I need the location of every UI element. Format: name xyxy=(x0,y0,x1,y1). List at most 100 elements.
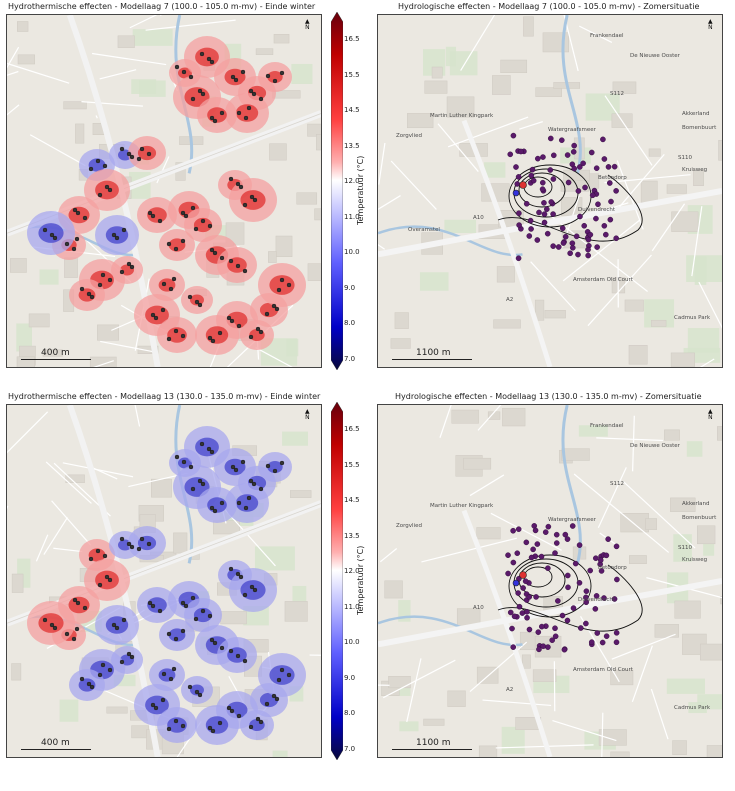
well-marker xyxy=(251,91,257,97)
map-thermal-layer7[interactable]: 400 m ▲ N xyxy=(6,14,322,368)
well-marker xyxy=(199,51,205,57)
well-marker xyxy=(532,527,539,534)
effect-contour-inner xyxy=(147,207,167,223)
well-marker xyxy=(600,136,606,143)
map-hydro-layer13[interactable]: Frankendael De Nieuwe Ooster Martin Luther… xyxy=(377,404,723,758)
well-marker xyxy=(42,617,48,623)
well-marker xyxy=(575,188,582,194)
well-marker xyxy=(193,226,199,232)
well-marker xyxy=(569,523,576,529)
well-marker xyxy=(209,247,215,253)
well-marker xyxy=(74,626,80,632)
colorbar-tick-label: 11.0 xyxy=(344,602,360,611)
well-marker xyxy=(608,198,614,205)
well-marker xyxy=(545,644,551,650)
building-block xyxy=(431,66,443,79)
well-marker xyxy=(567,250,573,257)
building-block xyxy=(674,600,701,619)
building-block xyxy=(173,532,188,554)
place-label: Amsterdam Old Court xyxy=(573,667,633,673)
building-block xyxy=(476,527,501,540)
street xyxy=(378,684,390,686)
well-marker xyxy=(613,639,620,646)
map-hydro-layer7[interactable]: Frankendael De Nieuwe Ooster Martin Luther… xyxy=(377,14,723,368)
well-marker xyxy=(541,211,548,217)
street xyxy=(145,19,236,31)
street xyxy=(378,142,386,185)
building-block xyxy=(63,101,87,110)
park-area xyxy=(687,328,720,353)
well-marker xyxy=(180,333,186,339)
well-marker xyxy=(524,614,530,621)
effect-contour-inner xyxy=(205,326,229,344)
effect-contour-inner xyxy=(267,460,283,474)
street xyxy=(622,480,696,549)
well-marker xyxy=(190,96,196,102)
street xyxy=(691,206,703,277)
well-marker xyxy=(507,151,514,158)
well-marker xyxy=(578,625,584,631)
map-thermal-layer13[interactable]: 400 m ▲ N xyxy=(6,404,322,758)
well-marker xyxy=(264,701,270,707)
building-block xyxy=(496,266,515,283)
well-marker xyxy=(100,662,106,668)
well-marker xyxy=(505,552,511,558)
place-label: S110 xyxy=(678,545,692,551)
well-marker xyxy=(540,154,546,160)
well-marker xyxy=(242,202,248,208)
panel-title: Hydrologische effecten - Modellaag 7 (10… xyxy=(398,2,700,11)
well-marker xyxy=(601,156,608,162)
well-marker xyxy=(174,454,180,460)
building-block xyxy=(544,310,566,319)
place-label: Betondorp xyxy=(598,175,627,181)
highway-a10 xyxy=(378,578,722,648)
street xyxy=(29,134,86,167)
street xyxy=(579,615,620,683)
well-marker xyxy=(114,625,120,631)
well-marker xyxy=(560,240,567,246)
well-marker xyxy=(507,609,514,616)
well-marker xyxy=(564,152,571,158)
building-block xyxy=(535,87,562,97)
building-block xyxy=(151,478,172,498)
well-marker xyxy=(119,269,125,275)
colorbar-tick-label: 15.5 xyxy=(344,70,360,79)
well-marker xyxy=(595,201,601,208)
well-marker xyxy=(243,505,249,511)
building-block xyxy=(654,624,679,638)
well-marker xyxy=(199,441,205,447)
scale-bar xyxy=(392,359,472,360)
well-marker xyxy=(139,146,145,152)
well-marker xyxy=(212,640,218,646)
building-block xyxy=(523,16,534,37)
well-marker xyxy=(160,697,166,703)
well-marker xyxy=(233,467,239,473)
well-marker xyxy=(613,543,620,550)
well-marker xyxy=(603,552,610,559)
well-marker xyxy=(258,486,264,492)
well-marker xyxy=(188,74,194,80)
street xyxy=(309,654,321,656)
hydro-effect-layer xyxy=(497,132,643,262)
building-block xyxy=(645,518,657,530)
colorbar-tick-label: 13.5 xyxy=(344,531,360,540)
place-label: Watergraafsmeer xyxy=(548,127,596,133)
building-block xyxy=(612,81,637,94)
well-marker xyxy=(147,600,153,606)
colorbar-tick-label: 15.5 xyxy=(344,460,360,469)
scale-bar xyxy=(392,749,472,750)
street xyxy=(650,688,669,740)
street xyxy=(35,534,49,562)
well-marker xyxy=(530,177,537,184)
panel-title: Hydrothermische effecten - Modellaag 7 (… xyxy=(8,2,316,11)
well-marker xyxy=(207,335,213,341)
well-marker xyxy=(150,213,156,219)
well-marker xyxy=(562,531,569,538)
well-marker xyxy=(520,585,526,591)
effect-contour-inner xyxy=(269,665,295,685)
colorbar-tick-label: 16.5 xyxy=(344,425,360,433)
effect-contour-inner xyxy=(235,104,259,122)
highway-a2 xyxy=(461,509,553,757)
park-area xyxy=(419,272,449,291)
street xyxy=(614,153,665,213)
